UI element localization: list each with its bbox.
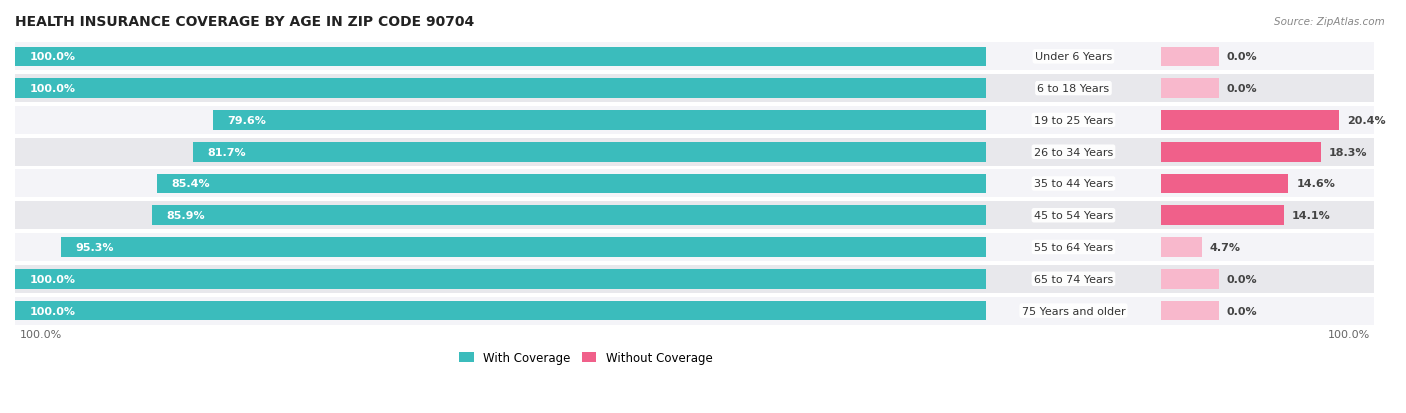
Bar — [214, 111, 986, 131]
Text: 0.0%: 0.0% — [1227, 274, 1257, 284]
Text: 65 to 74 Years: 65 to 74 Years — [1033, 274, 1114, 284]
Text: 75 Years and older: 75 Years and older — [1022, 306, 1125, 316]
Bar — [1161, 142, 1320, 162]
Bar — [1161, 111, 1339, 131]
Bar — [15, 138, 1375, 166]
Text: 19 to 25 Years: 19 to 25 Years — [1033, 116, 1114, 126]
Text: 4.7%: 4.7% — [1209, 242, 1240, 252]
Text: 26 to 34 Years: 26 to 34 Years — [1033, 147, 1114, 157]
Bar — [1161, 174, 1288, 194]
Text: 0.0%: 0.0% — [1227, 84, 1257, 94]
Text: Under 6 Years: Under 6 Years — [1035, 52, 1112, 62]
Bar — [1161, 269, 1219, 289]
Text: 81.7%: 81.7% — [207, 147, 246, 157]
Legend: With Coverage, Without Coverage: With Coverage, Without Coverage — [454, 346, 717, 368]
Text: 95.3%: 95.3% — [75, 242, 114, 252]
Bar — [15, 297, 1375, 325]
Bar — [15, 202, 1375, 230]
Bar — [157, 174, 986, 194]
Text: 55 to 64 Years: 55 to 64 Years — [1033, 242, 1114, 252]
Text: 14.1%: 14.1% — [1292, 211, 1330, 221]
Text: 79.6%: 79.6% — [228, 116, 267, 126]
Bar — [15, 79, 986, 99]
Bar — [15, 233, 1375, 261]
Bar — [1161, 79, 1219, 99]
Text: 45 to 54 Years: 45 to 54 Years — [1033, 211, 1114, 221]
Bar — [15, 43, 1375, 71]
Text: 100.0%: 100.0% — [1327, 329, 1369, 339]
Text: 85.4%: 85.4% — [172, 179, 209, 189]
Bar — [15, 269, 986, 289]
Bar — [152, 206, 986, 225]
Text: 85.9%: 85.9% — [166, 211, 205, 221]
Text: 35 to 44 Years: 35 to 44 Years — [1033, 179, 1114, 189]
Text: 100.0%: 100.0% — [30, 52, 76, 62]
Bar — [15, 47, 986, 67]
Bar — [60, 237, 986, 257]
Bar — [15, 107, 1375, 135]
Bar — [1161, 237, 1202, 257]
Text: 18.3%: 18.3% — [1329, 147, 1367, 157]
Bar — [1161, 206, 1284, 225]
Text: 100.0%: 100.0% — [30, 274, 76, 284]
Text: HEALTH INSURANCE COVERAGE BY AGE IN ZIP CODE 90704: HEALTH INSURANCE COVERAGE BY AGE IN ZIP … — [15, 15, 474, 29]
Bar — [1161, 301, 1219, 320]
Text: 100.0%: 100.0% — [20, 329, 62, 339]
Bar — [1161, 47, 1219, 67]
Text: 100.0%: 100.0% — [30, 306, 76, 316]
Text: 100.0%: 100.0% — [30, 84, 76, 94]
Text: 0.0%: 0.0% — [1227, 306, 1257, 316]
Bar — [15, 301, 986, 320]
Bar — [15, 75, 1375, 103]
Bar — [15, 265, 1375, 293]
Text: 0.0%: 0.0% — [1227, 52, 1257, 62]
Bar — [15, 170, 1375, 198]
Bar — [193, 142, 986, 162]
Text: 14.6%: 14.6% — [1296, 179, 1336, 189]
Text: 20.4%: 20.4% — [1347, 116, 1385, 126]
Text: Source: ZipAtlas.com: Source: ZipAtlas.com — [1274, 17, 1385, 26]
Text: 6 to 18 Years: 6 to 18 Years — [1038, 84, 1109, 94]
